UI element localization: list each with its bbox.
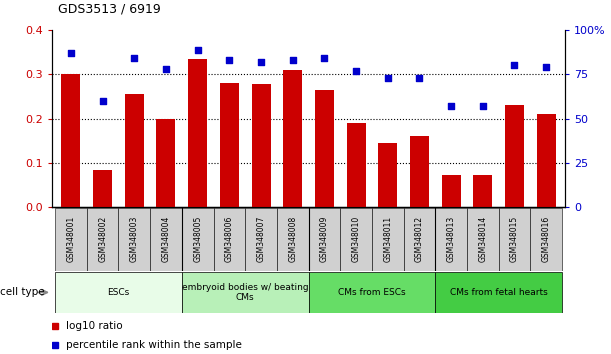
Bar [93,170,112,207]
Bar [530,208,562,271]
Bar [125,94,144,207]
Bar [442,175,461,207]
Bar [404,208,435,271]
Text: GSM348014: GSM348014 [478,216,488,262]
Bar [309,208,340,271]
Bar [182,272,309,313]
Text: GSM348009: GSM348009 [320,216,329,263]
Bar [340,208,372,271]
Bar [220,83,239,207]
Bar [156,119,175,207]
Bar [536,114,555,207]
Bar [213,208,245,271]
Point [98,98,108,104]
Point [446,103,456,109]
Bar [505,105,524,207]
Text: percentile rank within the sample: percentile rank within the sample [66,341,242,350]
Bar [55,208,87,271]
Bar [150,208,182,271]
Bar [378,143,397,207]
Bar [119,208,150,271]
Point [161,66,171,72]
Point [288,57,298,63]
Text: cell type: cell type [0,287,45,297]
Text: embryoid bodies w/ beating
CMs: embryoid bodies w/ beating CMs [182,283,309,302]
Point [510,63,519,68]
Text: GDS3513 / 6919: GDS3513 / 6919 [58,3,161,16]
Text: GSM348002: GSM348002 [98,216,107,262]
Text: ESCs: ESCs [108,288,130,297]
Text: GSM348016: GSM348016 [542,216,551,262]
Bar [277,208,309,271]
Text: CMs from fetal hearts: CMs from fetal hearts [450,288,547,297]
Point [256,59,266,65]
Text: GSM348015: GSM348015 [510,216,519,262]
Text: GSM348013: GSM348013 [447,216,456,262]
Text: CMs from ESCs: CMs from ESCs [338,288,406,297]
Text: GSM348001: GSM348001 [67,216,75,262]
Bar [410,136,429,207]
Bar [252,84,271,207]
Bar [245,208,277,271]
Bar [499,208,530,271]
Point [320,56,329,61]
Bar [62,74,81,207]
Text: GSM348010: GSM348010 [351,216,360,262]
Point [66,50,76,56]
Bar [435,272,562,313]
Text: GSM348005: GSM348005 [193,216,202,263]
Bar [372,208,404,271]
Point [414,75,424,81]
Bar [309,272,435,313]
Text: GSM348004: GSM348004 [161,216,170,263]
Point [193,47,203,52]
Bar [55,272,182,313]
Bar [467,208,499,271]
Bar [474,175,492,207]
Text: log10 ratio: log10 ratio [66,321,123,331]
Point [478,103,488,109]
Bar [346,123,365,207]
Bar [188,59,207,207]
Text: GSM348008: GSM348008 [288,216,297,262]
Text: GSM348003: GSM348003 [130,216,139,263]
Point [130,56,139,61]
Text: GSM348011: GSM348011 [383,216,392,262]
Bar [284,70,302,207]
Point [383,75,393,81]
Bar [87,208,119,271]
Bar [182,208,213,271]
Bar [315,90,334,207]
Text: GSM348007: GSM348007 [257,216,266,263]
Point [351,68,361,74]
Text: GSM348012: GSM348012 [415,216,424,262]
Point [541,64,551,70]
Point [224,57,234,63]
Bar [435,208,467,271]
Text: GSM348006: GSM348006 [225,216,234,263]
